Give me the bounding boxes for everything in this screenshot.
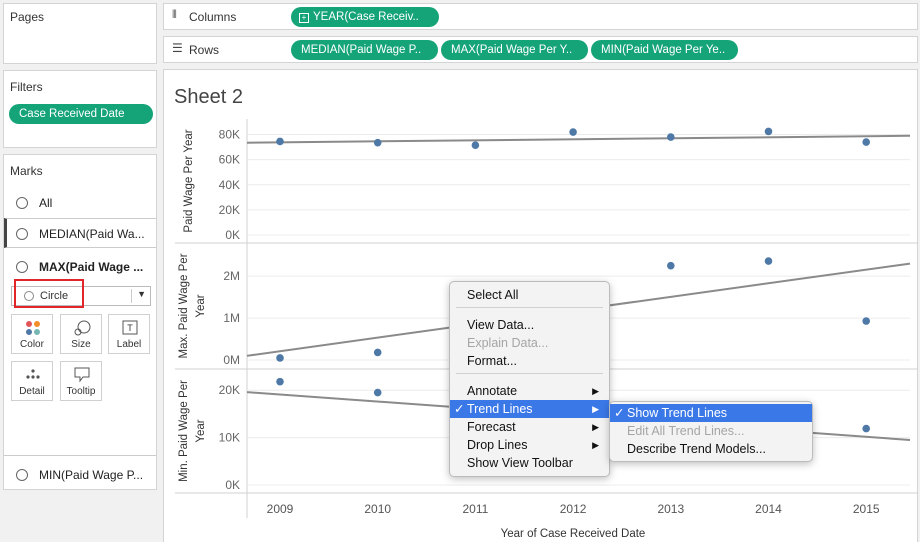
submenu-item-edit-all-trend-lines: Edit All Trend Lines... [610, 422, 812, 440]
tooltip-icon [74, 367, 90, 383]
size-button[interactable]: Size [60, 314, 102, 354]
svg-text:T: T [127, 323, 133, 333]
submenu-item-describe-trend-models[interactable]: Describe Trend Models... [610, 440, 812, 458]
menu-item-annotate[interactable]: Annotate ▶ [450, 382, 609, 400]
checkmark-icon: ✓ [614, 406, 625, 420]
checkmark-icon: ✓ [454, 402, 465, 416]
filters-card[interactable]: Filters Case Received Date [3, 70, 157, 148]
submenu-item-show-trend-lines[interactable]: ✓ Show Trend Lines [610, 404, 812, 422]
marks-row-label: All [39, 196, 53, 210]
plus-box-icon: + [299, 13, 309, 23]
tooltip-button[interactable]: Tooltip [60, 361, 102, 401]
vertical-divider [131, 289, 132, 303]
menu-item-view-data[interactable]: View Data... [450, 316, 609, 334]
rows-icon: ☰ [172, 41, 183, 55]
label-button-label: Label [116, 339, 142, 350]
color-button-label: Color [20, 339, 44, 350]
rows-label: Rows [189, 43, 220, 57]
menu-item-label: View Data... [467, 318, 535, 332]
chevron-down-icon: ▼ [137, 289, 146, 299]
radio-icon [16, 228, 28, 240]
menu-item-label: Annotate [467, 384, 518, 398]
marks-card[interactable]: Marks All MEDIAN(Paid Wa... MAX(Paid Wag… [3, 154, 157, 490]
menu-item-explain-data: Explain Data... [450, 334, 609, 352]
submenu-arrow-icon: ▶ [592, 386, 599, 396]
marks-row-label: MAX(Paid Wage ... [39, 260, 144, 274]
context-menu[interactable]: Select All View Data... Explain Data... For… [449, 281, 610, 477]
mark-type-label: Circle [40, 290, 69, 302]
detail-button-label: Detail [19, 386, 45, 397]
menu-item-label: Drop Lines [467, 438, 528, 452]
radio-icon [16, 197, 28, 209]
menu-item-format[interactable]: Format... [450, 352, 609, 370]
radio-icon [16, 261, 28, 273]
menu-separator [456, 373, 603, 374]
detail-button[interactable]: Detail [11, 361, 53, 401]
sheet-title: Sheet 2 [174, 86, 243, 108]
pages-card[interactable]: Pages [3, 3, 157, 64]
menu-item-label: Format... [467, 354, 518, 368]
menu-item-label: Trend Lines [467, 402, 533, 416]
columns-pill-year[interactable]: + YEAR(Case Receiv.. [291, 7, 439, 27]
size-icon [74, 320, 91, 336]
marks-row-label: MEDIAN(Paid Wa... [39, 227, 145, 241]
trend-lines-submenu[interactable]: ✓ Show Trend Lines Edit All Trend Lines...… [609, 401, 813, 462]
detail-icon [26, 369, 40, 379]
rows-pill-median[interactable]: MEDIAN(Paid Wage P.. [291, 40, 438, 60]
menu-item-label: Explain Data... [467, 336, 549, 350]
filter-pill-case-received-date[interactable]: Case Received Date [9, 104, 153, 124]
columns-icon: ⦀ [172, 9, 177, 21]
menu-item-label: Forecast [467, 420, 516, 434]
submenu-item-label: Show Trend Lines [627, 406, 728, 420]
mark-type-dropdown[interactable]: Circle ▼ [11, 286, 151, 306]
columns-shelf[interactable]: ⦀ Columns + YEAR(Case Receiv.. [163, 3, 918, 30]
submenu-item-label: Edit All Trend Lines... [627, 424, 745, 438]
columns-pill-label: YEAR(Case Receiv.. [313, 11, 419, 23]
highlight-annotation-box [14, 279, 84, 308]
submenu-arrow-icon: ▶ [592, 440, 599, 450]
menu-item-drop-lines[interactable]: Drop Lines ▶ [450, 436, 609, 454]
rows-pill-max[interactable]: MAX(Paid Wage Per Y.. [441, 40, 588, 60]
columns-label: Columns [189, 10, 237, 24]
submenu-item-label: Describe Trend Models... [627, 442, 766, 456]
menu-item-select-all[interactable]: Select All [450, 286, 609, 304]
marks-row-median[interactable]: MEDIAN(Paid Wa... [4, 218, 156, 248]
tooltip-button-label: Tooltip [66, 386, 96, 397]
radio-icon [16, 469, 28, 481]
submenu-arrow-icon: ▶ [592, 404, 599, 414]
submenu-arrow-icon: ▶ [592, 422, 599, 432]
marks-row-min[interactable]: MIN(Paid Wage P... [4, 460, 156, 490]
marks-divider [4, 455, 156, 456]
color-icon [26, 321, 40, 335]
label-button[interactable]: T Label [108, 314, 150, 354]
color-button[interactable]: Color [11, 314, 53, 354]
rows-shelf[interactable]: ☰ Rows MEDIAN(Paid Wage P.. MAX(Paid Wag… [163, 36, 918, 63]
size-button-label: Size [71, 339, 91, 350]
menu-item-trend-lines[interactable]: ✓ Trend Lines ▶ [450, 400, 609, 418]
marks-row-max[interactable]: MAX(Paid Wage ... [4, 252, 156, 282]
marks-row-label: MIN(Paid Wage P... [39, 468, 144, 482]
filters-title: Filters [10, 80, 43, 94]
menu-item-label: Show View Toolbar [467, 456, 573, 470]
marks-row-all[interactable]: All [4, 188, 156, 218]
pages-title: Pages [10, 10, 45, 24]
menu-item-forecast[interactable]: Forecast ▶ [450, 418, 609, 436]
rows-pill-min[interactable]: MIN(Paid Wage Per Ye.. [591, 40, 738, 60]
menu-item-show-view-toolbar[interactable]: Show View Toolbar [450, 454, 609, 472]
menu-separator [456, 307, 603, 308]
marks-title: Marks [10, 164, 43, 178]
label-icon: T [122, 320, 138, 335]
menu-item-label: Select All [467, 288, 519, 302]
circle-icon [24, 291, 34, 301]
